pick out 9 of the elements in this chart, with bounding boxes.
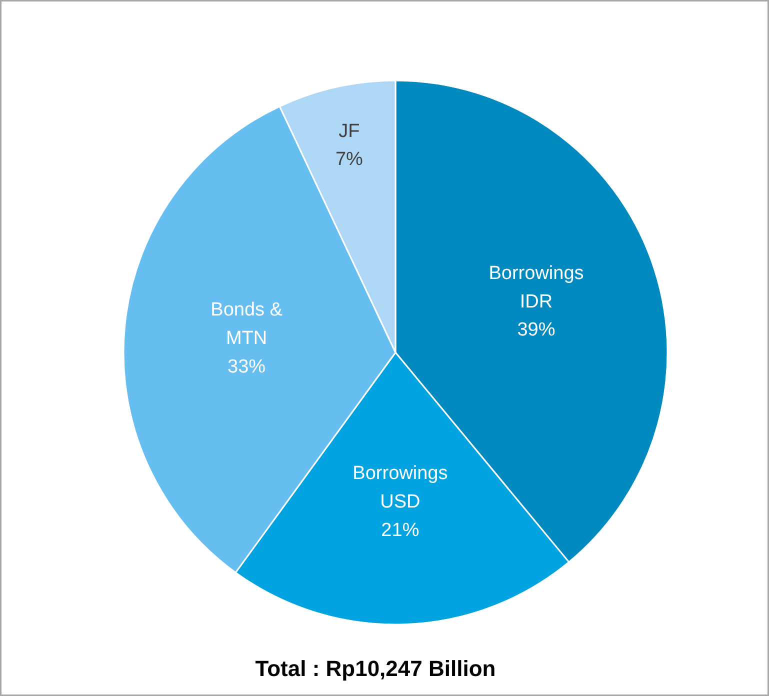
slice-label: Borrowings USD (352, 463, 448, 513)
slice-label: Bonds & MTN (210, 300, 283, 349)
data-label: 39% (517, 320, 556, 341)
data-label: 7% (335, 149, 364, 170)
data-label: 21% (381, 520, 420, 541)
slice-label: Borrowings IDR (488, 262, 584, 312)
slice-label: JF (338, 120, 360, 142)
data-label: 33% (228, 356, 266, 378)
text: Total : Rp10,247 Billion (255, 656, 496, 681)
